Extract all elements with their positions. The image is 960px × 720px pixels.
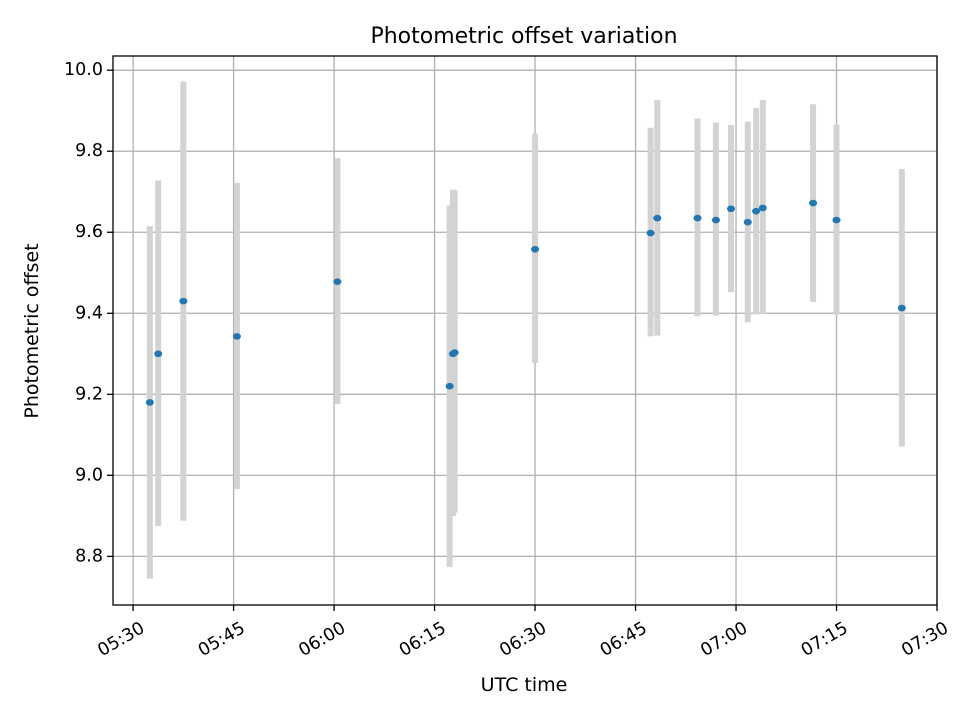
data-point [832, 216, 841, 224]
y-tick-label: 9.8 [75, 141, 103, 161]
chart-title: Photometric offset variation [370, 24, 677, 49]
data-point [809, 199, 818, 207]
x-axis-label: UTC time [481, 674, 568, 696]
x-tick-label: 07:30 [898, 618, 952, 661]
data-point [179, 297, 188, 305]
y-tick-label: 9.4 [75, 303, 103, 323]
y-tick-label: 9.2 [75, 384, 103, 404]
x-tick-label: 06:30 [496, 618, 550, 661]
data-point [653, 214, 662, 222]
data-point [531, 245, 540, 253]
data-point [646, 229, 655, 237]
data-point [727, 205, 735, 213]
data-point [445, 382, 454, 390]
x-tick-label: 06:00 [295, 618, 349, 661]
y-axis-label: Photometric offset [21, 243, 43, 418]
data-point [752, 207, 761, 215]
data-points [145, 199, 906, 406]
y-tick-label: 8.8 [75, 546, 103, 566]
y-axis-ticks: 8.8 9.0 9.2 9.4 9.6 9.8 10.0 [64, 60, 113, 566]
plot-frame [112, 55, 938, 606]
data-point [450, 349, 459, 356]
x-tick-label: 06:15 [396, 618, 450, 661]
data-point [154, 350, 163, 358]
x-tick-label: 05:45 [195, 618, 249, 661]
x-tick-label: 07:00 [697, 618, 751, 661]
data-point [897, 304, 906, 312]
data-point [232, 333, 241, 340]
y-tick-label: 9.0 [75, 465, 103, 485]
x-axis-ticks: 05:30 05:45 06:00 06:15 06:30 06:45 07:00 07:15… [94, 605, 952, 661]
data-point [743, 218, 752, 226]
x-tick-label: 07:15 [798, 618, 852, 661]
data-point [145, 399, 154, 406]
data-point [333, 278, 342, 285]
data-point [693, 214, 702, 222]
data-point [711, 216, 720, 224]
x-tick-label: 06:45 [597, 618, 651, 661]
error-bars [146, 81, 905, 579]
x-tick-label: 05:30 [94, 618, 148, 661]
y-tick-label: 10.0 [64, 60, 103, 80]
data-point [758, 204, 767, 212]
y-tick-label: 9.6 [75, 222, 103, 242]
